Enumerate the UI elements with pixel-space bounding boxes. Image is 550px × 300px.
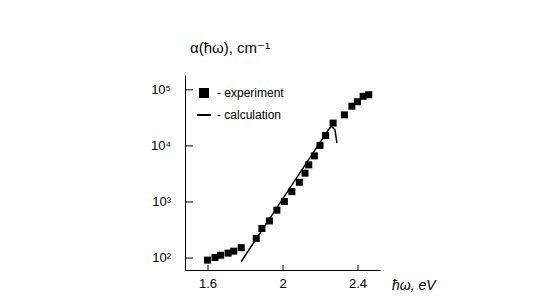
legend-label: - calculation [217, 108, 281, 122]
x-axis-line [186, 270, 381, 271]
x-tick-label: 2 [279, 276, 286, 291]
y-axis: 10² 10³ 10⁴ 10⁵ [151, 76, 193, 271]
experiment-point [238, 244, 245, 251]
x-tick-mark [208, 265, 209, 270]
experiment-point [365, 91, 372, 98]
legend-key [199, 88, 209, 98]
legend: - experiment - calculation [197, 86, 284, 122]
y-tick-mark [185, 258, 193, 259]
x-tick-mark [358, 265, 359, 270]
y-tick-mark [185, 145, 193, 146]
experiment-point [330, 120, 337, 127]
calculation-line [241, 126, 337, 261]
experiment-point [302, 170, 309, 177]
experiment-point [217, 252, 224, 259]
plot: 1.6 2 2.4 10² 10³ 10⁴ 10⁵ [151, 76, 381, 292]
x-tick-label: 2.4 [349, 276, 367, 291]
y-tick: 10⁵ [151, 82, 193, 97]
y-tick: 10² [152, 250, 193, 265]
chart: 1.6 2 2.4 10² 10³ 10⁴ 10⁵ α(ħω), cm⁻¹ ħω, eV - ex… [0, 0, 550, 300]
x-tick-mark [283, 265, 284, 270]
experiment-point [230, 248, 237, 255]
x-tick-label: 1.6 [199, 276, 217, 291]
x-axis-title: ħω, eV [392, 277, 437, 293]
legend-label: - experiment [217, 86, 284, 100]
y-tick-label: 10² [152, 250, 171, 265]
x-tick: 2 [279, 265, 286, 291]
y-axis-line [185, 76, 186, 271]
y-tick-mark [185, 89, 193, 90]
y-tick-label: 10⁴ [151, 138, 171, 153]
y-tick: 10³ [152, 194, 193, 209]
x-tick: 1.6 [199, 265, 217, 291]
legend-key [197, 114, 211, 116]
experiment-point [341, 111, 348, 118]
y-tick: 10⁴ [151, 138, 193, 153]
experiment-point [296, 179, 303, 186]
y-tick-label: 10³ [152, 194, 171, 209]
data-area [204, 91, 372, 263]
x-tick: 2.4 [349, 265, 367, 291]
y-axis-title: α(ħω), cm⁻¹ [190, 39, 270, 56]
y-tick-label: 10⁵ [151, 82, 171, 97]
x-axis: 1.6 2 2.4 [186, 265, 381, 291]
y-tick-mark [185, 201, 193, 202]
experiment-point [204, 257, 211, 264]
